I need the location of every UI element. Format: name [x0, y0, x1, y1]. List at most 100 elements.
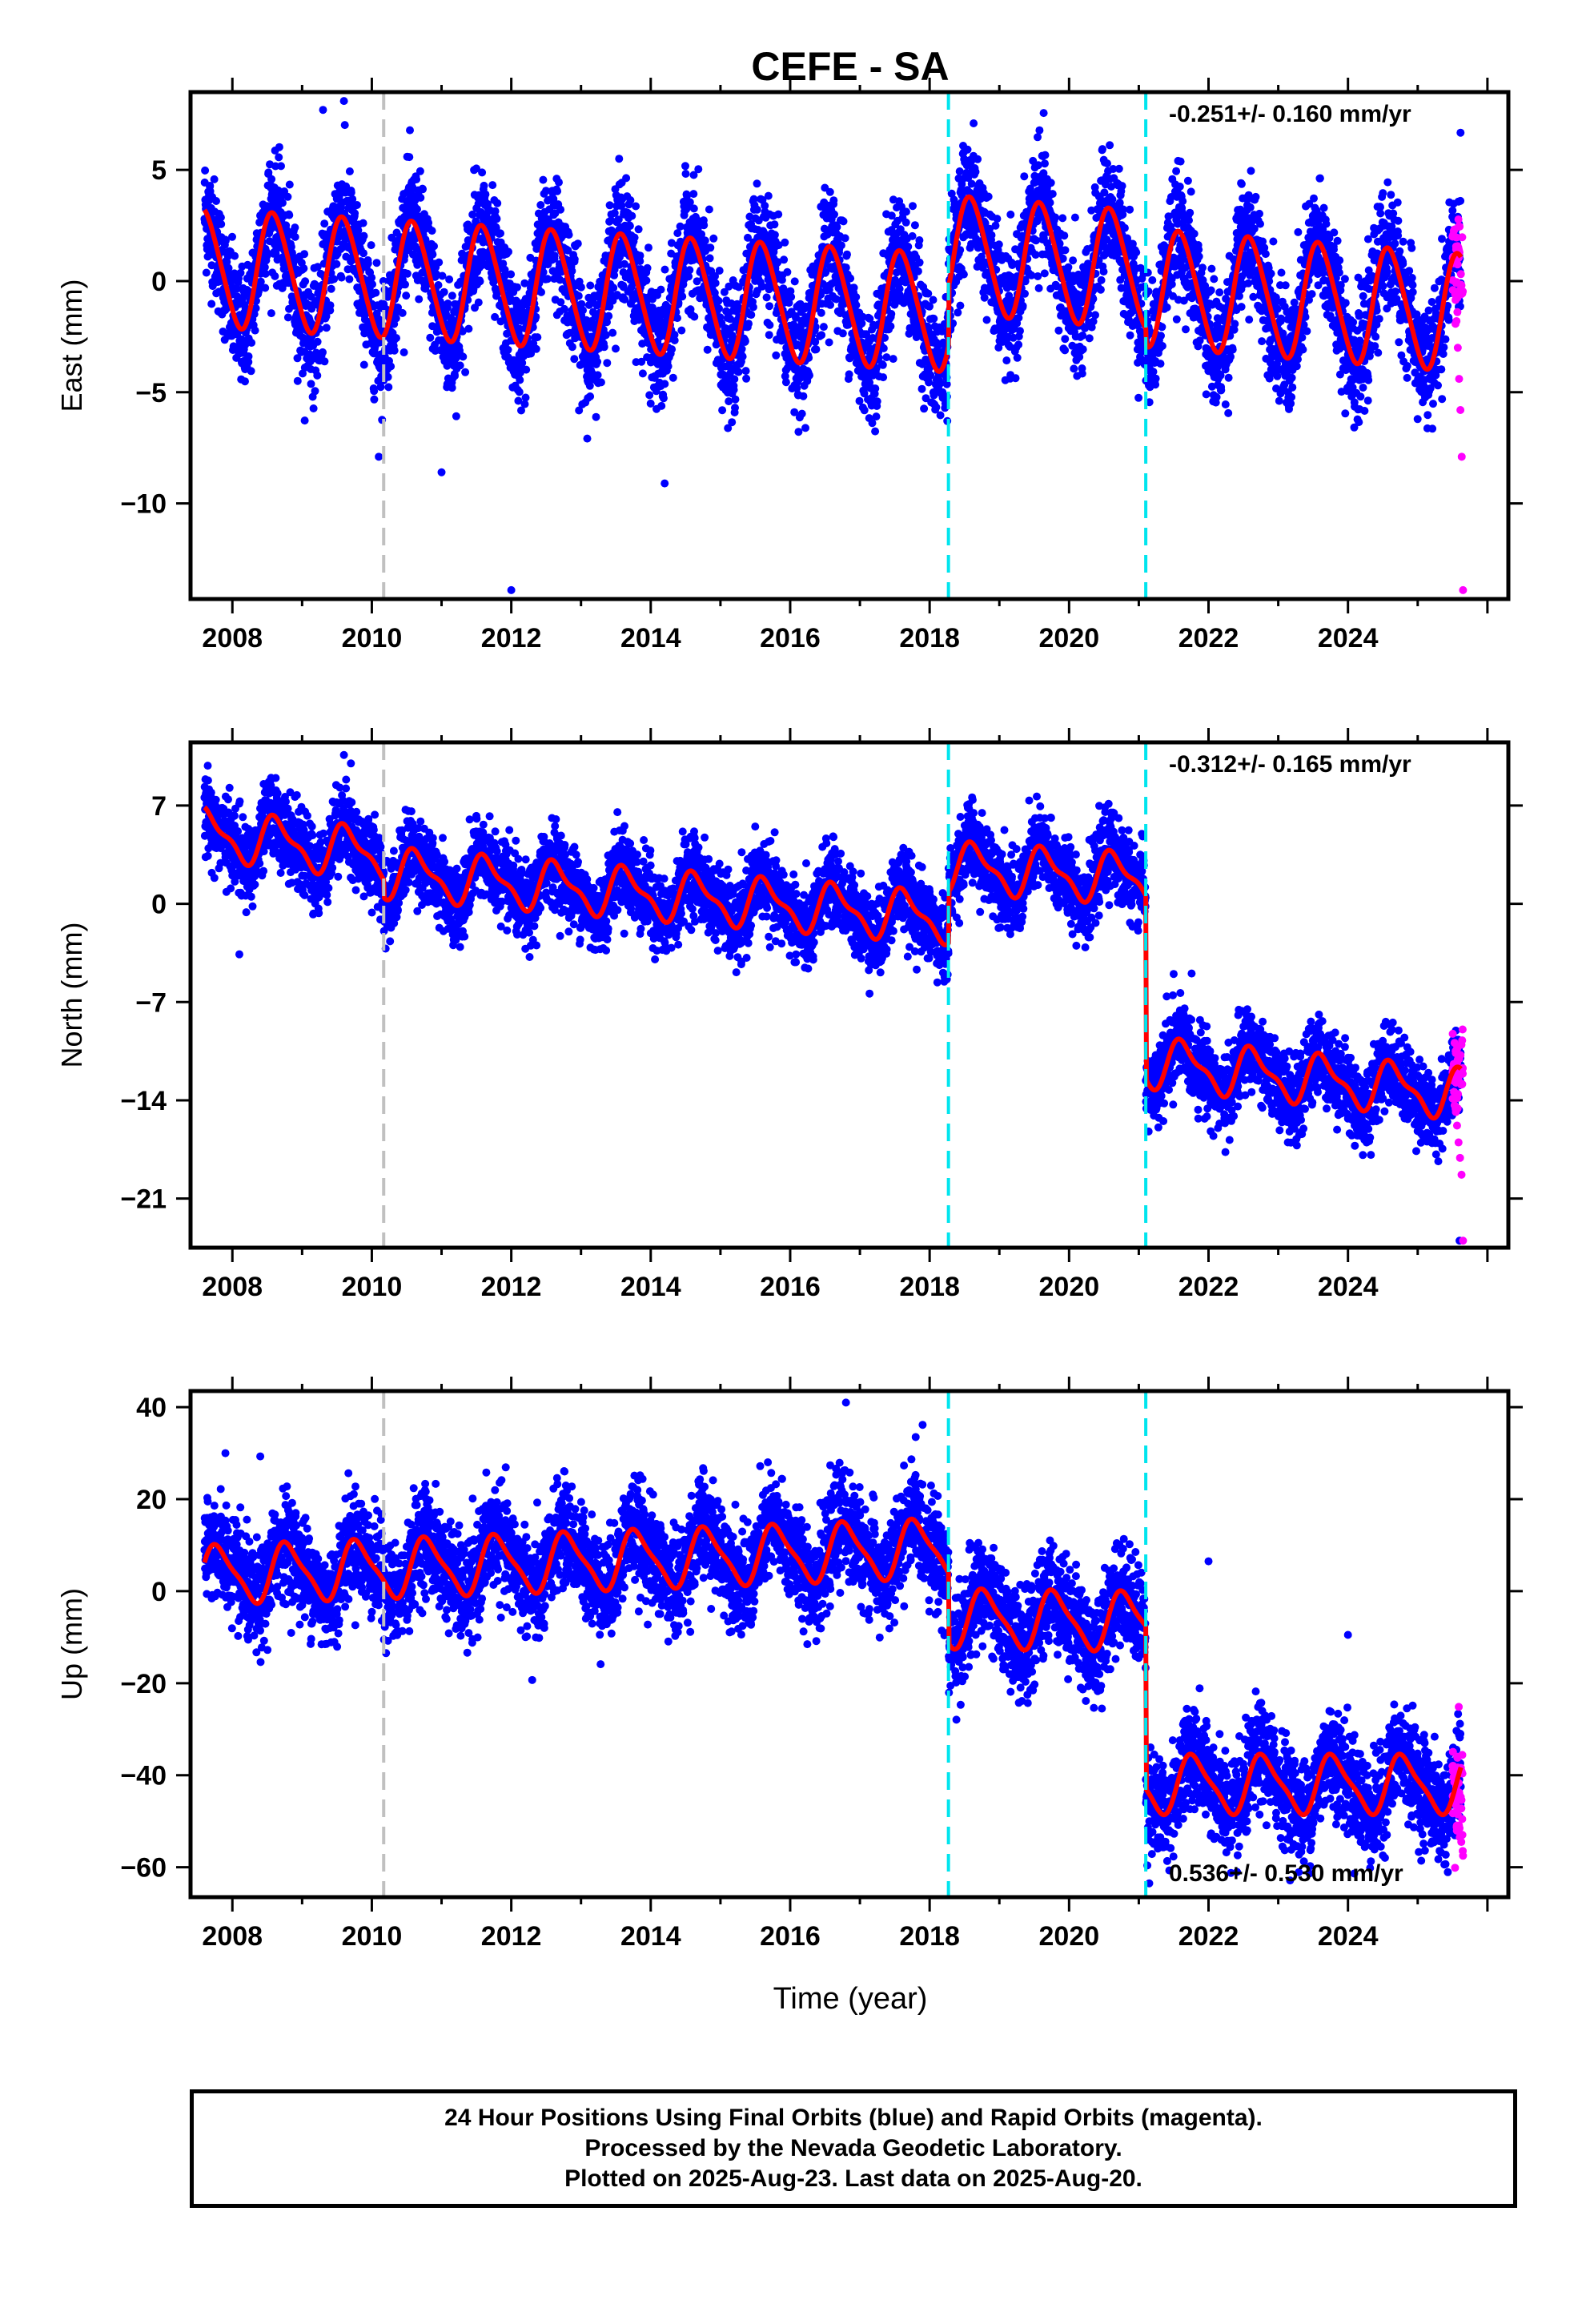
- data-point: [370, 395, 379, 404]
- data-point: [709, 234, 718, 243]
- data-point: [387, 362, 396, 371]
- data-point: [247, 367, 255, 376]
- data-point: [1020, 172, 1029, 181]
- data-point: [354, 226, 363, 235]
- data-point: [1046, 179, 1055, 187]
- data-point: [731, 404, 739, 412]
- data-point: [1051, 213, 1060, 222]
- data-point: [593, 371, 602, 380]
- data-point: [514, 396, 523, 405]
- data-point: [805, 371, 813, 380]
- data-point: [787, 292, 796, 301]
- data-point: [632, 202, 640, 211]
- data-point: [574, 292, 583, 300]
- data-point: [1091, 311, 1099, 320]
- data-point: [917, 384, 926, 393]
- data-point: [661, 265, 669, 274]
- data-point: [705, 205, 713, 214]
- data-point: [1078, 369, 1086, 378]
- data-point: [1103, 159, 1111, 168]
- data-point: [873, 397, 881, 406]
- data-point: [600, 343, 608, 352]
- data-point: [285, 211, 294, 219]
- data-point: [504, 345, 512, 354]
- data-point: [920, 404, 929, 413]
- data-point: [221, 236, 230, 245]
- data-point: [901, 218, 910, 227]
- data-point: [394, 304, 402, 312]
- data-point: [661, 380, 669, 388]
- data-point: [1058, 214, 1067, 223]
- data-point: [345, 275, 354, 283]
- data-point: [1061, 346, 1070, 355]
- data-point: [971, 167, 980, 176]
- data-point: [954, 308, 962, 317]
- data-point: [412, 175, 421, 183]
- data-point: [332, 259, 341, 268]
- data-point: [715, 304, 723, 313]
- data-point: [405, 153, 414, 162]
- data-point: [638, 369, 647, 378]
- data-point: [783, 267, 792, 276]
- data-point: [348, 195, 357, 203]
- data-point: [451, 372, 459, 380]
- data-point: [1151, 374, 1160, 383]
- data-point: [645, 391, 654, 400]
- data-point: [322, 324, 331, 332]
- data-point: [669, 373, 677, 382]
- data-point: [634, 225, 643, 234]
- data-point: [570, 255, 579, 263]
- data-point: [882, 353, 891, 362]
- data-point: [359, 219, 367, 227]
- data-point: [515, 388, 524, 396]
- data-point: [291, 232, 299, 241]
- data-point: [849, 283, 858, 292]
- data-point: [1126, 331, 1134, 340]
- data-point: [929, 296, 938, 304]
- data-point: [644, 243, 652, 252]
- data-point: [681, 162, 689, 171]
- data-point: [1069, 256, 1078, 265]
- data-point: [901, 207, 910, 216]
- data-point: [604, 312, 613, 320]
- data-point: [932, 403, 941, 412]
- data-point: [320, 357, 329, 366]
- data-point: [904, 243, 913, 251]
- data-point: [1016, 327, 1024, 336]
- data-point: [586, 392, 595, 400]
- data-point: [468, 210, 477, 219]
- data-point: [718, 406, 727, 415]
- data-point: [224, 263, 233, 272]
- data-point: [261, 269, 270, 278]
- data-point: [368, 280, 376, 288]
- data-point: [738, 352, 747, 361]
- final-orbit-points: [200, 109, 1465, 443]
- data-point: [742, 374, 751, 383]
- data-point: [300, 250, 309, 259]
- data-point: [516, 376, 524, 384]
- data-point: [879, 373, 888, 382]
- data-point: [1099, 267, 1108, 276]
- data-point: [216, 213, 225, 222]
- data-point: [313, 337, 322, 346]
- data-point: [596, 378, 605, 387]
- data-point: [749, 303, 757, 312]
- data-point: [275, 143, 283, 151]
- data-point: [636, 251, 644, 260]
- data-point: [628, 211, 636, 220]
- data-point: [255, 285, 263, 294]
- data-point: [267, 309, 275, 318]
- data-point: [1039, 109, 1048, 118]
- data-point: [277, 162, 285, 171]
- data-point: [568, 267, 576, 275]
- data-point: [476, 277, 484, 286]
- data-point: [583, 434, 592, 443]
- data-point: [701, 236, 709, 245]
- data-point: [271, 162, 280, 171]
- data-point: [622, 174, 631, 183]
- data-point: [293, 376, 302, 385]
- data-point: [352, 201, 361, 209]
- data-point: [833, 223, 841, 231]
- data-point: [605, 201, 614, 210]
- data-point: [1014, 340, 1023, 349]
